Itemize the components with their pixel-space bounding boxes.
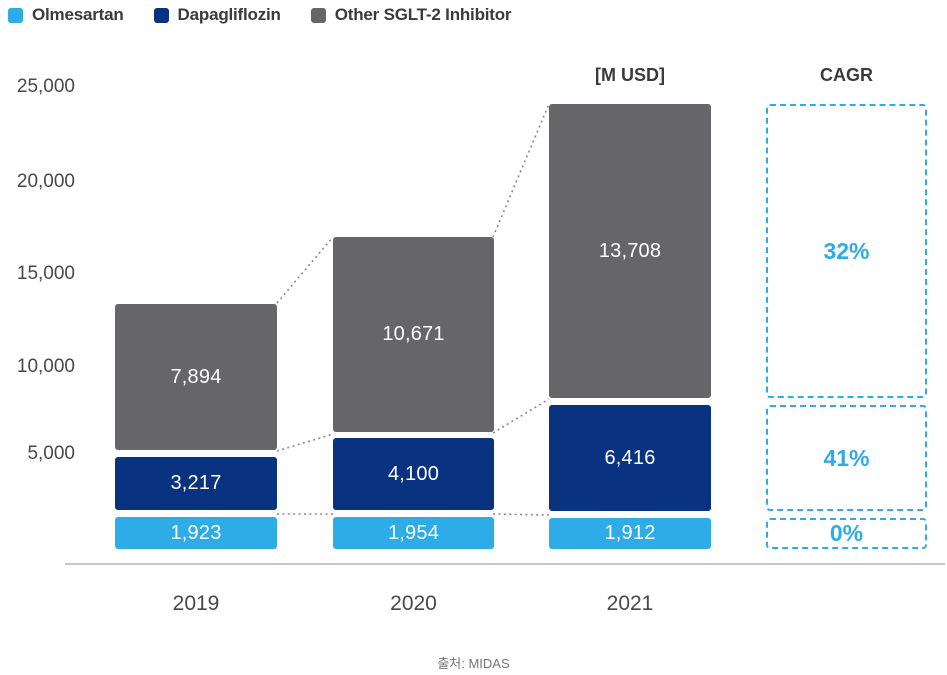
bar-2021-other-sglt2-segment: 13,708 <box>549 104 711 398</box>
legend-swatch-dapagliflozin <box>153 7 169 23</box>
legend-swatch-olmesartan <box>8 7 23 23</box>
x-axis-line <box>65 563 945 565</box>
bar-2019-dapagliflozin-segment: 3,217 <box>115 457 277 510</box>
legend-label-other-sglt2: Other SGLT-2 Inhibitor <box>334 5 512 24</box>
legend-item-dapagliflozin: Dapagliflozin <box>153 5 281 25</box>
x-tick-2019: 2019 <box>172 592 220 615</box>
x-tick-2021: 2021 <box>606 592 654 615</box>
legend-item-other-sglt2: Other SGLT-2 Inhibitor <box>310 5 512 25</box>
legend: Olmesartan Dapagliflozin Other SGLT-2 In… <box>8 5 512 25</box>
legend-label-olmesartan: Olmesartan <box>32 5 124 24</box>
legend-item-olmesartan: Olmesartan <box>8 5 124 25</box>
y-tick-10000: 10,000 <box>16 356 75 377</box>
source-note: 출처: MIDAS <box>437 656 510 671</box>
bar-2019-olmesartan-segment: 1,923 <box>115 517 277 549</box>
cagr-box-olmesartan: 0% <box>766 518 927 549</box>
y-tick-5000: 5,000 <box>27 443 75 464</box>
bar-2020-other-sglt2-segment: 10,671 <box>333 237 494 432</box>
unit-header: [M USD] <box>595 65 665 85</box>
cagr-box-dapagliflozin: 41% <box>766 405 927 511</box>
y-tick-15000: 15,000 <box>16 263 75 284</box>
cagr-box-other-sglt2: 32% <box>766 104 927 398</box>
y-tick-25000: 25,000 <box>16 76 75 97</box>
bar-2021-dapagliflozin-segment: 6,416 <box>549 405 711 511</box>
legend-swatch-other-sglt2 <box>310 7 326 23</box>
bar-2020-olmesartan-segment: 1,954 <box>333 517 494 549</box>
x-tick-2020: 2020 <box>390 592 437 615</box>
cagr-header: CAGR <box>820 65 873 85</box>
legend-label-dapagliflozin: Dapagliflozin <box>177 5 281 24</box>
bar-2019-other-sglt2-segment: 7,894 <box>115 304 277 450</box>
bar-2021-olmesartan-segment: 1,912 <box>549 518 711 549</box>
bar-2020-dapagliflozin-segment: 4,100 <box>333 438 494 510</box>
y-tick-20000: 20,000 <box>16 171 75 192</box>
